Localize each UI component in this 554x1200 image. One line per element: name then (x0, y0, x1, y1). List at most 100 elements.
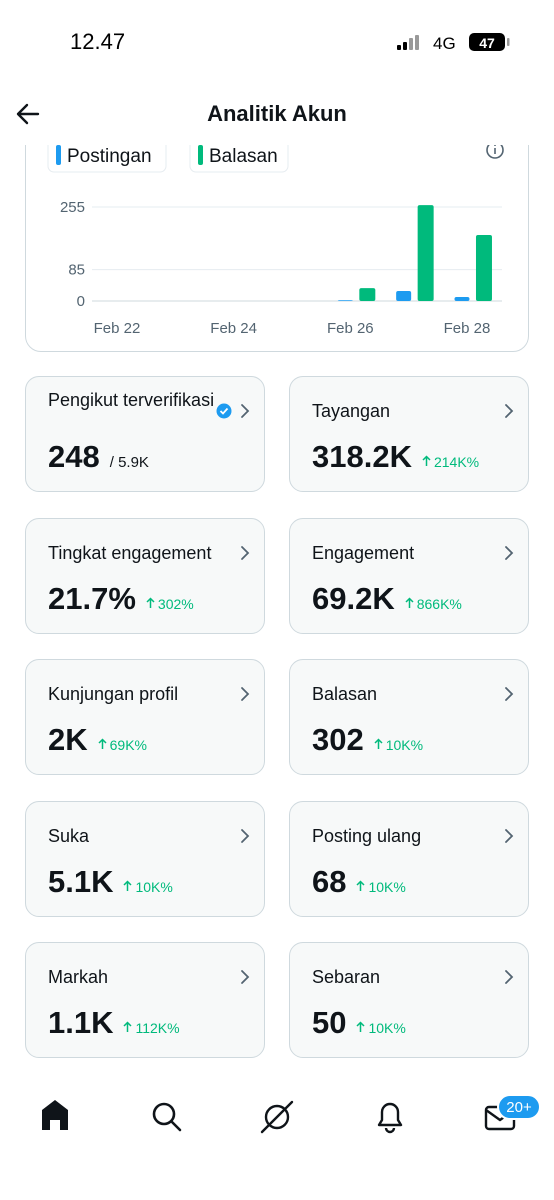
metric-change-text: 10K% (368, 878, 406, 895)
metric-value: 68 10K% (312, 864, 406, 900)
metric-value: 248 / 5.9K (48, 439, 149, 475)
metric-change-text: 69K% (109, 737, 147, 753)
x-tick-label: Feb 26 (327, 320, 374, 337)
metric-value: 2K 69K% (48, 722, 147, 758)
legend-swatch (56, 145, 61, 165)
y-tick-label: 85 (68, 262, 85, 279)
chevron (505, 970, 514, 984)
metric-number: 68 (312, 863, 347, 899)
chevron (505, 404, 514, 418)
metric-change: 10K% (374, 737, 423, 753)
metric-value: 21.7% 302% (48, 581, 194, 617)
chevron (241, 828, 250, 843)
x-tick-label: Feb 28 (444, 320, 491, 337)
chevron (241, 970, 250, 984)
metric-change: 10K% (356, 1020, 406, 1036)
x-tick-label: Feb 22 (94, 320, 141, 337)
metric-label: Sebaran (312, 967, 381, 987)
metric-label: Pengikut terverifikasi (48, 390, 215, 410)
metric-card[interactable]: Sebaran 50 10K% (289, 942, 529, 1058)
metric-change: 10K% (123, 879, 173, 895)
metric-card[interactable]: Tayangan 318.2K 214K% (289, 376, 529, 492)
chevron (505, 687, 514, 701)
metric-value: 1.1K 112K% (48, 1005, 180, 1041)
metric-label: Suka (48, 825, 90, 846)
up-arrow (123, 879, 133, 891)
battery-level: 47 (479, 35, 495, 51)
up-arrow (422, 455, 431, 466)
metric-card[interactable]: Tingkat engagement 21.7% 302% (25, 517, 265, 634)
page-title: Analitik Akun (207, 101, 347, 126)
metric-value: 318.2K 214K% (312, 439, 479, 475)
metric-card[interactable]: Engagement 69.2K 866K% (289, 517, 529, 634)
metric-card[interactable]: Balasan 302 10K% (289, 659, 529, 775)
metric-value: 5.1K 10K% (48, 864, 173, 900)
header (0, 0, 554, 145)
bar (337, 300, 353, 301)
signal-icon (397, 35, 419, 50)
nav-notifications[interactable] (377, 1102, 403, 1134)
metric-change: 866K% (405, 596, 462, 612)
metric-change-text: 866K% (416, 595, 462, 612)
legend-swatch (198, 145, 203, 165)
network-label: 4G (433, 34, 456, 53)
metric-value: 50 10K% (312, 1005, 406, 1041)
nav-badge (497, 1094, 541, 1120)
metric-number: 318.2K (312, 439, 412, 474)
bar (475, 235, 492, 301)
metric-change-text: 112K% (135, 1020, 180, 1036)
up-arrow (356, 1021, 366, 1032)
metric-card[interactable]: Kunjungan profil 2K 69K% (25, 659, 265, 775)
metric-number: 50 (312, 1005, 347, 1040)
chart: Postingan Balasan 0 85 255 Feb 22 Feb 24 Feb 26… (47, 137, 504, 337)
metric-change: 69K% (98, 737, 147, 753)
metric-value: 302 10K% (312, 722, 423, 758)
metric-card[interactable]: Pengikut terverifikasi 248 / 5.9K (25, 376, 265, 492)
bar (396, 291, 412, 301)
metric-change-text: 10K% (385, 737, 424, 753)
metric-number: 1.1K (48, 1005, 114, 1040)
nav-home[interactable] (42, 1100, 68, 1130)
up-arrow (123, 1021, 133, 1032)
metric-change: 112K% (123, 1020, 180, 1036)
metric-total: / 5.9K (109, 454, 149, 471)
metric-card[interactable]: Suka 5.1K 10K% (25, 800, 265, 917)
chevron (241, 545, 250, 560)
status-time: 12.47 (70, 29, 125, 54)
bottom-nav: 20+ (42, 1094, 541, 1134)
metric-number: 2K (48, 722, 88, 757)
metric-label: Tayangan (312, 401, 391, 421)
up-arrow (405, 596, 414, 608)
verified-badge (216, 403, 232, 419)
chevron (241, 404, 250, 418)
metric-change-text: 10K% (368, 1020, 406, 1036)
chevron (505, 545, 514, 560)
metric-card[interactable]: Markah 1.1K 112K% (25, 942, 265, 1058)
metric-label: Kunjungan profil (48, 684, 179, 704)
metric-label: Posting ulang (312, 825, 422, 846)
metric-label: Tingkat engagement (48, 542, 212, 563)
metric-number: 69.2K (312, 580, 395, 616)
nav-search[interactable] (152, 1102, 182, 1132)
metric-change: 302% (146, 596, 194, 612)
up-arrow (146, 596, 155, 608)
metric-value: 69.2K 866K% (312, 581, 462, 617)
back-button[interactable] (16, 103, 40, 125)
chevron (241, 687, 250, 701)
metric-change: 214K% (422, 454, 479, 470)
metric-label: Markah (48, 967, 109, 987)
y-tick-label: 255 (60, 199, 85, 216)
metric-label: Engagement (312, 542, 415, 563)
battery-tip (507, 38, 510, 46)
metric-number: 248 (48, 439, 100, 474)
top-bar: 12.47 4G 47 Analitik Akun (16, 29, 510, 126)
metric-card[interactable]: Posting ulang 68 10K% (289, 800, 529, 917)
legend-label: Postingan (67, 146, 152, 167)
nav-grok[interactable] (260, 1100, 294, 1134)
chevron (505, 828, 514, 843)
up-arrow (98, 738, 107, 749)
battery-icon (469, 33, 505, 51)
up-arrow (374, 738, 383, 749)
metric-number: 21.7% (48, 580, 136, 616)
